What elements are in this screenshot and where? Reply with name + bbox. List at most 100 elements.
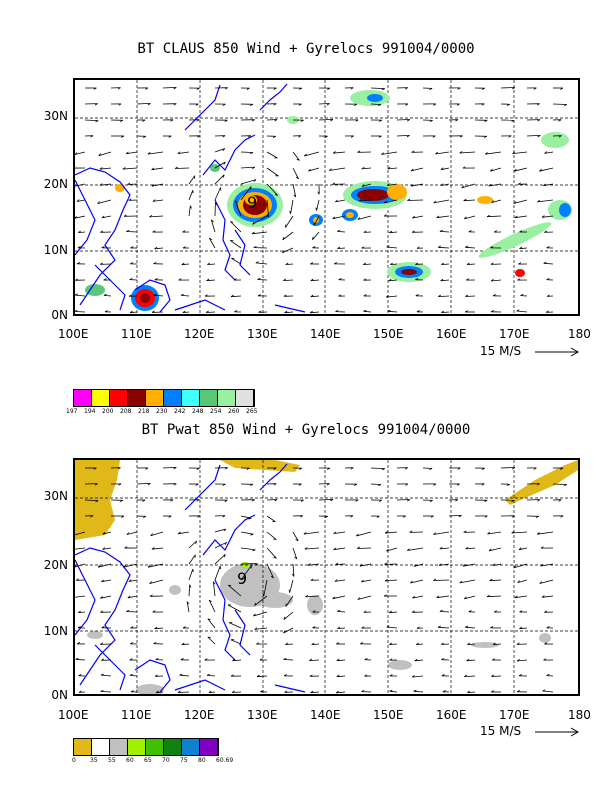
wind-arrow-head	[260, 690, 264, 693]
wind-arrow-head	[511, 531, 515, 534]
wind-arrow-head	[405, 483, 409, 486]
wind-arrow-head	[124, 546, 128, 549]
wind-arrow-head	[282, 236, 285, 241]
wind-arrow-head	[484, 152, 488, 155]
wind-arrow-head	[402, 515, 406, 518]
wind-arrow-head	[252, 221, 255, 225]
wind-arrow-head	[441, 642, 445, 645]
wind-arrow-head	[151, 167, 155, 171]
wind-arrow-head	[411, 610, 415, 613]
wind-arrow	[207, 636, 216, 645]
wind-arrow-head	[300, 119, 304, 122]
wind-arrow-head	[182, 246, 186, 249]
wind-arrow-head	[383, 214, 387, 217]
wind-arrow-head	[197, 515, 201, 518]
panel-2-lon-120e: 120E	[184, 708, 215, 722]
wind-arrow-head	[129, 658, 133, 661]
colorbar-swatch	[182, 390, 200, 406]
wind-arrow-head	[440, 183, 444, 186]
wind-arrow-head	[415, 262, 419, 265]
wind-arrow-head	[222, 135, 226, 138]
panel-2-lon-180: 180	[568, 708, 591, 722]
wind-arrow	[467, 691, 476, 693]
wind-arrow-head	[517, 182, 522, 185]
wind-arrow-head	[356, 533, 359, 537]
wind-arrow	[539, 167, 554, 172]
wind-arrow-head	[386, 625, 390, 628]
wind-arrow-head	[544, 642, 548, 645]
wind-arrow-head	[484, 515, 488, 518]
wind-arrow-head	[122, 167, 126, 170]
wind-arrow	[543, 262, 554, 265]
wind-arrow	[413, 563, 424, 567]
wind-arrow	[178, 531, 190, 535]
wind-arrow-head	[78, 674, 82, 677]
wind-arrow	[292, 167, 299, 179]
wind-arrow-head	[304, 153, 307, 157]
wind-arrow-head	[330, 119, 334, 122]
wind-arrow-head	[205, 310, 209, 313]
wind-arrow-head	[461, 185, 464, 189]
wind-arrow-head	[147, 151, 151, 155]
wind-arrow	[156, 691, 164, 694]
wind-arrow-head	[182, 626, 186, 629]
wind-arrow-head	[206, 673, 210, 676]
colorbar-label: 254	[210, 408, 222, 415]
pwat-patches	[75, 460, 578, 694]
wind-arrow-head	[254, 602, 257, 606]
wind-arrow	[465, 246, 476, 249]
wind-arrow	[251, 231, 268, 235]
wind-arrow-head	[327, 467, 331, 470]
wind-arrow-head	[546, 673, 550, 676]
wind-arrow-head	[253, 179, 257, 182]
wind-arrow	[363, 310, 372, 313]
wind-arrow-head	[100, 642, 104, 645]
wind-arrow-head	[517, 278, 521, 281]
wind-arrow-head	[560, 87, 564, 90]
wind-arrow	[240, 565, 252, 581]
wind-arrow-head	[209, 237, 213, 241]
wind-arrow-head	[533, 87, 537, 90]
panel-2-lat-30n: 30N	[43, 489, 68, 503]
wind-arrow-head	[512, 151, 516, 154]
wind-arrow-head	[387, 166, 391, 170]
wind-arrow	[318, 119, 333, 121]
wind-arrow-head	[75, 564, 77, 568]
colorbar-label: 218	[138, 408, 150, 415]
wind-arrow-head	[182, 230, 186, 233]
wind-arrow	[289, 579, 294, 593]
wind-arrow-head	[175, 166, 178, 169]
wind-arrow-head	[196, 119, 200, 122]
wind-arrow-head	[77, 246, 81, 249]
wind-arrow-head	[490, 310, 494, 313]
wind-arrow-head	[544, 610, 548, 613]
wind-arrow	[487, 595, 502, 598]
wind-arrow-head	[230, 674, 234, 677]
wind-arrow	[230, 240, 242, 249]
wind-arrow-head	[250, 533, 254, 536]
wind-arrow-head	[283, 674, 287, 677]
panel-1-storm-label: 9	[247, 193, 257, 212]
colorbar-label: 194	[84, 408, 96, 415]
wind-arrow-head	[465, 310, 468, 313]
wind-arrow-head	[360, 642, 364, 645]
wind-arrow	[213, 581, 216, 597]
wind-arrow-head	[536, 103, 540, 106]
colorbar-swatch	[164, 739, 182, 755]
wind-arrow	[180, 295, 190, 297]
wind-arrow-head	[357, 150, 361, 153]
wind-arrow-head	[128, 579, 132, 582]
wind-arrow-head	[78, 610, 82, 613]
wind-arrow-head	[192, 569, 194, 573]
wind-arrow	[465, 295, 476, 297]
colorbar-label: 80	[198, 757, 206, 764]
wind-arrow-head	[546, 626, 550, 629]
wind-arrow-head	[540, 546, 544, 549]
wind-arrow-head	[273, 556, 277, 559]
wind-arrow-head	[207, 636, 211, 639]
wind-arrow-head	[536, 483, 540, 486]
wind-arrow-head	[324, 515, 328, 518]
wind-arrow	[75, 563, 86, 568]
wind-arrow	[357, 547, 372, 549]
wind-arrow-head	[350, 135, 354, 138]
